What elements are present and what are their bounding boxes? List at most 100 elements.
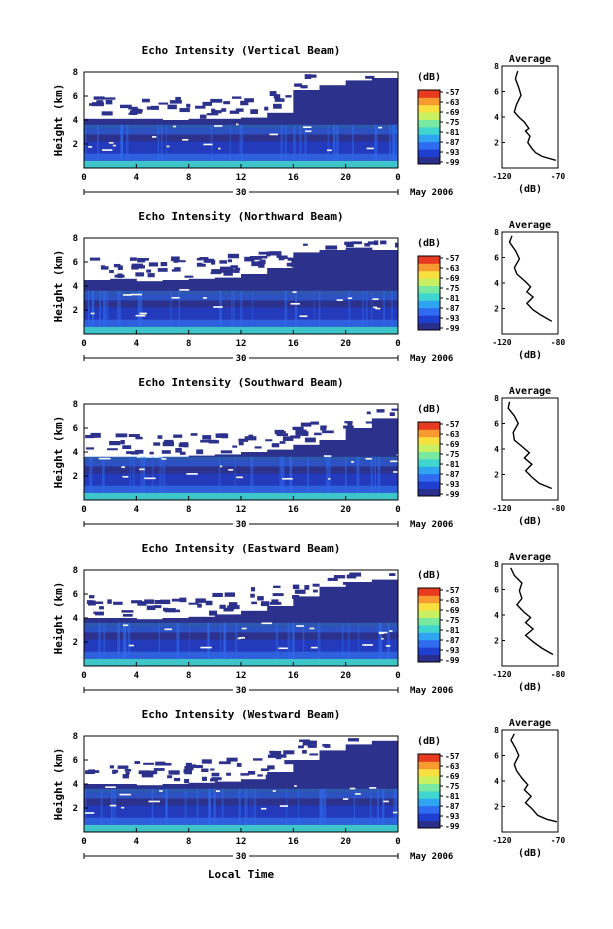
echo-cell [179, 108, 190, 113]
profile-x-tick-label: -80 [551, 338, 566, 347]
x-tick-label: 4 [134, 173, 140, 183]
x-tick-label: 0 [81, 173, 86, 183]
colorbar-tick-label: -75 [445, 782, 460, 791]
echo-streak [313, 290, 315, 327]
echo-cell [109, 765, 115, 769]
echo-cell [190, 433, 198, 436]
colorbar-cell [418, 595, 440, 604]
panel-2: Echo Intensity (Southward Beam) 2 4 6 8 Heigh… [52, 376, 565, 530]
echo-cell [89, 103, 95, 106]
profile-y-tick-label: 8 [494, 228, 499, 237]
echo-streak [102, 456, 104, 493]
echo-cell [167, 775, 173, 779]
echo-cell [129, 257, 137, 261]
echo-cell [283, 750, 295, 755]
x-tick-label: 0 [81, 837, 86, 847]
echo-cell [164, 439, 174, 444]
echo-streak [105, 290, 109, 327]
echo-gap [213, 306, 223, 308]
echo-cell [162, 607, 168, 612]
echo-streak [250, 456, 253, 493]
echo-layer [84, 622, 398, 627]
echo-streak [293, 124, 296, 161]
colorbar-cell [418, 798, 440, 807]
echo-cell [269, 601, 282, 605]
profile-y-tick-label: 2 [494, 139, 499, 148]
echo-cell [278, 256, 285, 261]
echo-streak [295, 290, 298, 327]
colorbar-cell [418, 90, 440, 98]
echo-streak [102, 456, 106, 493]
echo-cell [164, 608, 176, 613]
echo-streak [320, 788, 324, 825]
echo-gap [309, 627, 315, 630]
echo-cell [309, 74, 317, 78]
echo-streak [157, 124, 160, 161]
profile-y-tick-label: 4 [494, 113, 499, 122]
colorbar-tick-label: -75 [445, 616, 460, 625]
echo-cell [250, 587, 256, 592]
colorbar-cell [418, 813, 440, 821]
colorbar-cell [418, 315, 440, 323]
echo-cell [302, 750, 307, 754]
echo-gap [200, 646, 212, 649]
profile-y-tick-label: 8 [494, 394, 499, 403]
echo-cell [221, 268, 234, 273]
echo-gap [328, 478, 331, 480]
echo-cell [265, 439, 273, 442]
echo-cell [114, 274, 125, 278]
y-axis-label: Height (km) [52, 84, 65, 157]
echo-cell [144, 599, 155, 604]
echo-cell [128, 106, 138, 110]
echo-streak [377, 622, 381, 659]
echo-gap [362, 644, 373, 646]
echo-cell [195, 105, 206, 109]
echo-cell [162, 441, 175, 447]
profile-frame [501, 563, 559, 667]
echo-streak [374, 124, 377, 161]
echo-gap [128, 644, 134, 647]
echo-cell [138, 265, 146, 269]
colorbar-cell [418, 270, 440, 279]
x-tick-label: 8 [186, 339, 191, 349]
colorbar-tick-label: -81 [445, 626, 460, 635]
echo-gap [220, 465, 223, 468]
colorbar-tick-label: -63 [445, 762, 460, 771]
echo-streak [374, 456, 376, 493]
colorbar-tick-label: -81 [445, 792, 460, 801]
echo-streak [391, 290, 393, 327]
echo-cell [294, 83, 303, 87]
profile-y-tick-label: 6 [494, 586, 499, 595]
colorbar-tick-label: -99 [445, 324, 460, 333]
x-tick-label: 12 [236, 339, 247, 349]
x-tick-label: 8 [186, 173, 191, 183]
echo-streak [377, 456, 381, 493]
echo-streak [282, 456, 284, 493]
colorbar-cell [418, 459, 440, 467]
echo-cell [346, 574, 357, 579]
echo-gap [390, 460, 398, 463]
echo-cell [389, 573, 396, 577]
echo-cell [264, 106, 269, 111]
echo-layer [84, 626, 398, 633]
echo-streak [280, 124, 284, 161]
echo-cell [201, 776, 207, 781]
profile-x-tick-label: -120 [492, 172, 511, 181]
echo-cell [134, 449, 144, 454]
x-tick-label: 4 [134, 837, 140, 847]
colorbar-cell [418, 647, 440, 655]
x-tick-label: 0 [395, 837, 400, 847]
echo-cell [251, 601, 257, 605]
echo-cell [240, 100, 249, 106]
echo-cell [218, 761, 231, 765]
echo-streak [327, 124, 330, 161]
echo-streak [336, 124, 339, 161]
day-label-bg [233, 684, 249, 695]
echo-cell [232, 445, 238, 448]
profile-line [510, 567, 554, 656]
echo-cell [295, 429, 307, 435]
echo-streak [395, 788, 398, 825]
profile-panel: Average 2 4 6 8 -120 -70 (dB) [492, 718, 565, 859]
day-label: 30 [236, 686, 247, 696]
